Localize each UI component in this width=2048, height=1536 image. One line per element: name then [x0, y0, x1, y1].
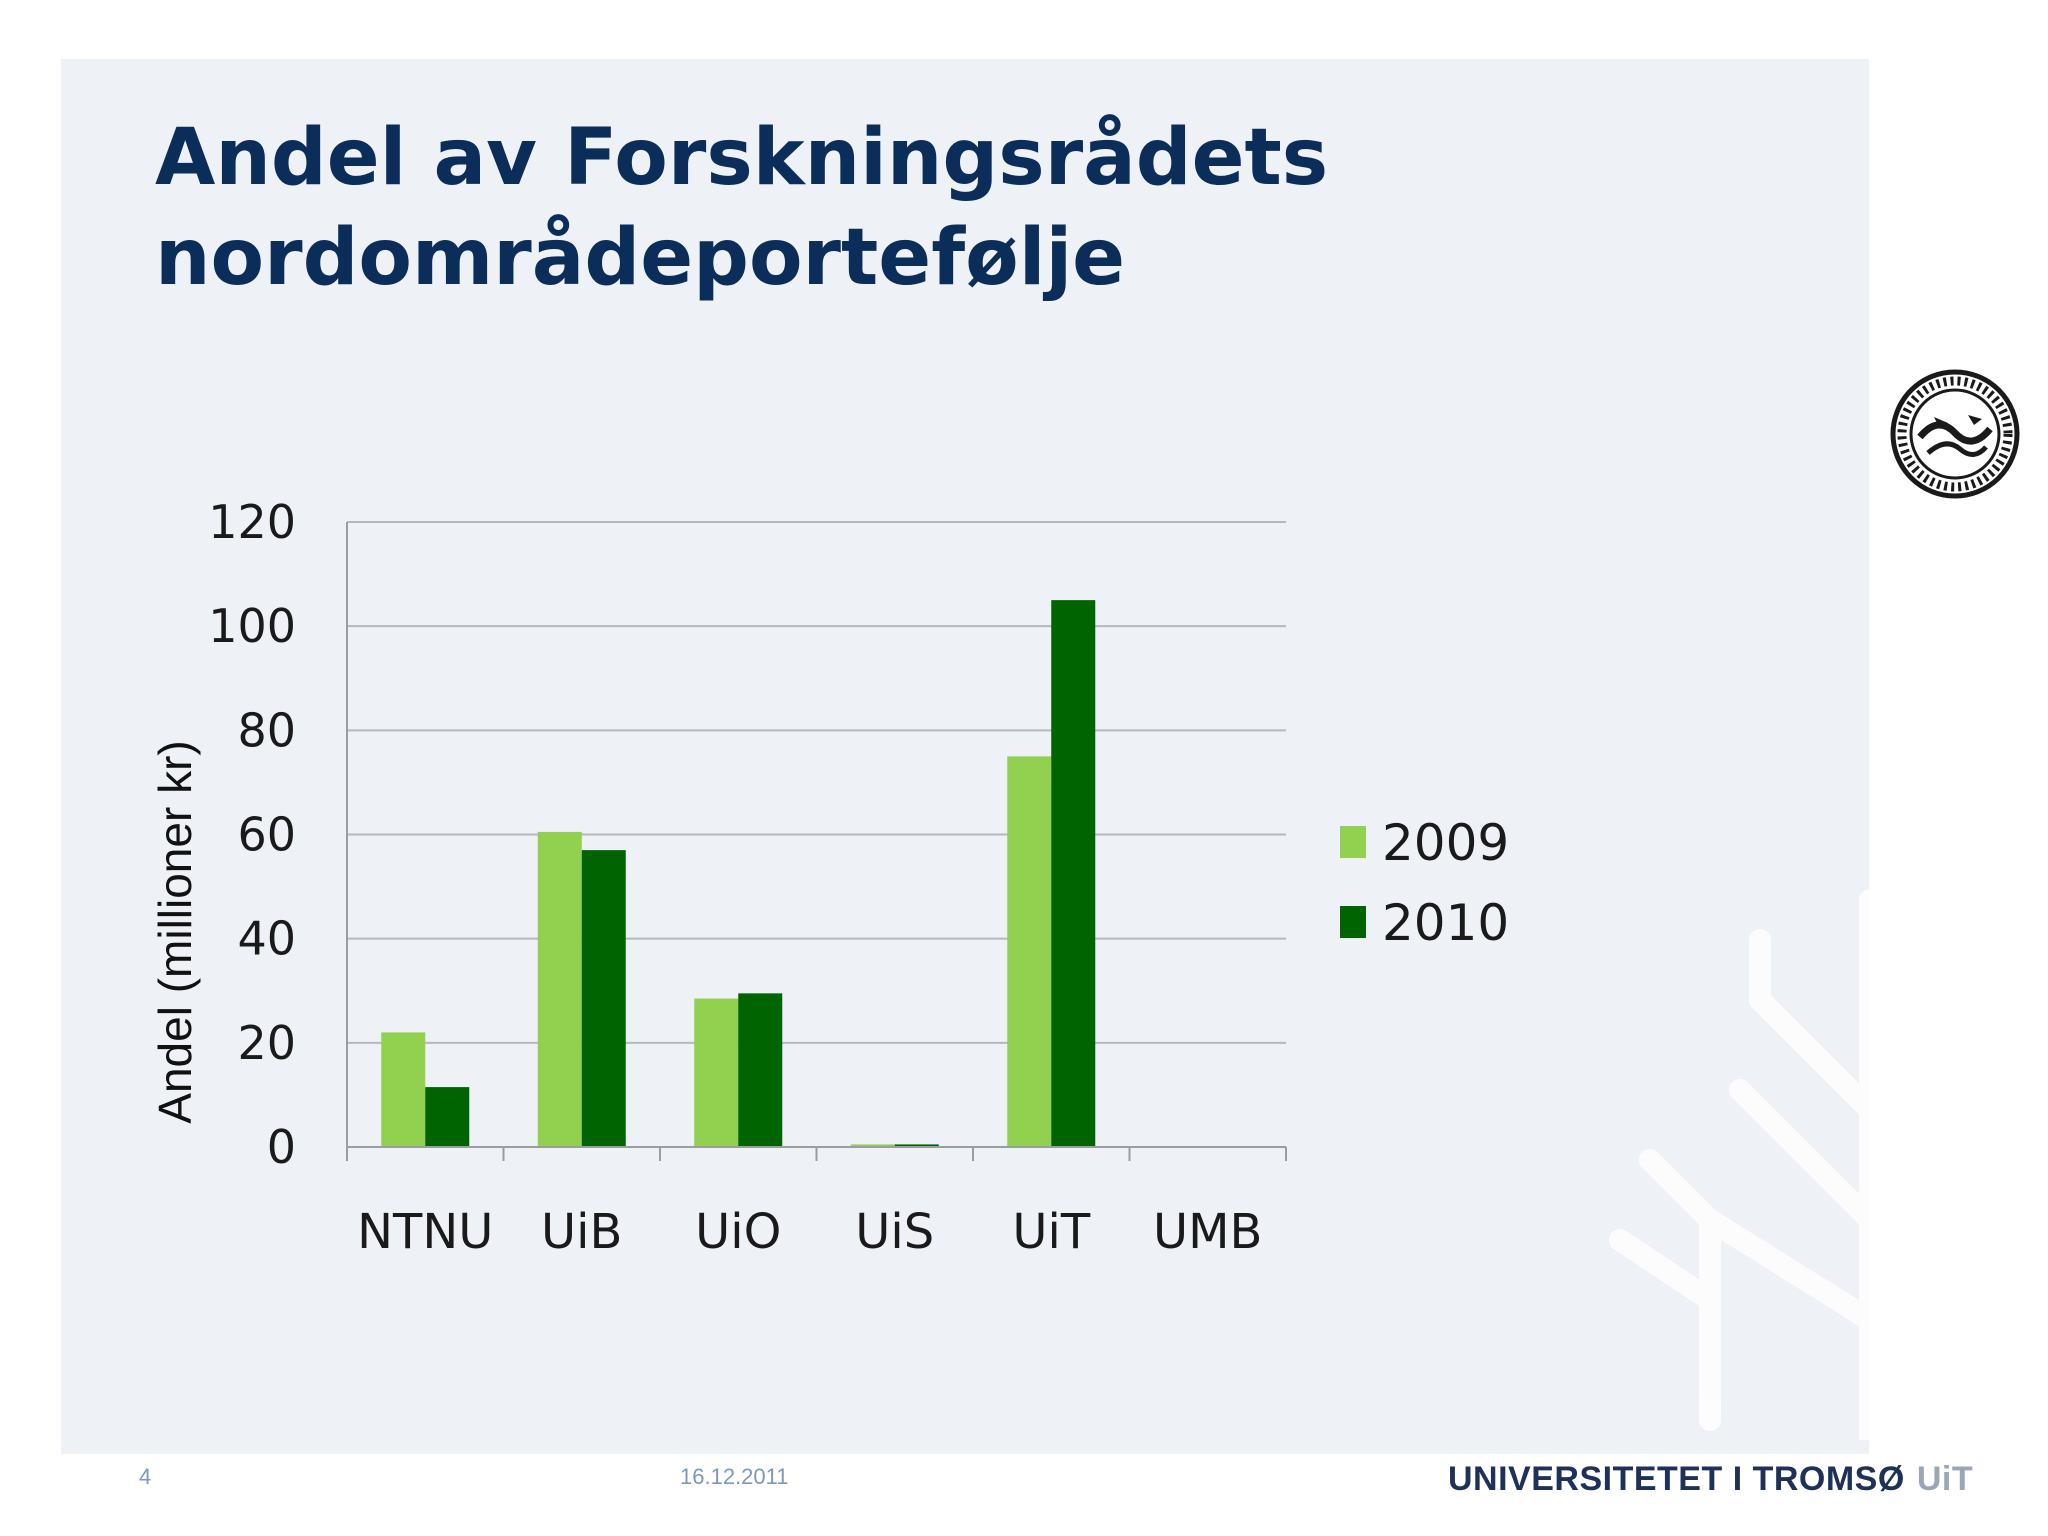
- x-tick-label: UiB: [541, 1204, 622, 1260]
- x-tick-label: UiT: [1012, 1204, 1090, 1260]
- brand-abbreviation: UiT: [1916, 1460, 1974, 1498]
- bar-2009-UiB: [537, 831, 582, 1147]
- slide-title: Andel av Forskningsrådets nordområdeport…: [155, 108, 1328, 308]
- bar-2010-NTNU: [425, 1087, 470, 1147]
- bar-2009-UiO: [694, 998, 739, 1147]
- y-tick-label: 0: [267, 1120, 296, 1174]
- slide-date: 16.12.2011: [680, 1464, 789, 1489]
- y-tick-label: 40: [237, 912, 296, 966]
- x-tick-label: UiS: [855, 1204, 934, 1260]
- title-line-2: nordområdeportefølje: [155, 213, 1126, 303]
- title-line-1: Andel av Forskningsrådets: [155, 113, 1329, 203]
- gridlines: [347, 521, 1286, 1044]
- legend-label: 2009: [1382, 814, 1509, 872]
- legend: 2009 2010: [1340, 814, 1509, 952]
- x-tick-label: NTNU: [357, 1204, 493, 1260]
- bar-2010-UiS: [894, 1144, 939, 1147]
- y-tick-label: 100: [208, 599, 296, 653]
- y-tick-label: 60: [237, 808, 296, 862]
- y-tick-label: 20: [237, 1016, 296, 1070]
- brand-name: UNIVERSITETET I TROMSØ: [1448, 1460, 1905, 1498]
- legend-label: 2010: [1382, 894, 1509, 952]
- page-number: 4: [139, 1464, 152, 1489]
- bar-2010-UiO: [738, 993, 783, 1147]
- y-tick-label: 80: [237, 703, 296, 757]
- legend-swatch-2009: [1340, 826, 1366, 858]
- bar-2009-UiS: [850, 1144, 895, 1147]
- y-tick-label: 120: [208, 495, 296, 549]
- axes: 0 20 40 60 80 100 120 NTNU UiB UiO UiS UiT UMB: [208, 495, 1287, 1260]
- university-seal-logo: [1890, 369, 2020, 499]
- x-tick-label: UiO: [695, 1204, 781, 1260]
- bar-2009-UiT: [1007, 756, 1052, 1147]
- x-tick-label: UMB: [1153, 1204, 1262, 1260]
- bar-2010-UiB: [581, 850, 626, 1147]
- brand-wordmark: UNIVERSITETET I TROMSØ UiT: [1448, 1460, 1973, 1499]
- bar-2009-NTNU: [381, 1032, 426, 1147]
- bar-2010-UiT: [1051, 600, 1096, 1147]
- legend-swatch-2010: [1340, 906, 1366, 938]
- y-axis-label: Andel (millioner kr): [149, 740, 201, 1124]
- tree-watermark-graphic: [1609, 889, 2011, 1440]
- slide-panel: [61, 59, 1869, 1454]
- bars: [381, 600, 1096, 1147]
